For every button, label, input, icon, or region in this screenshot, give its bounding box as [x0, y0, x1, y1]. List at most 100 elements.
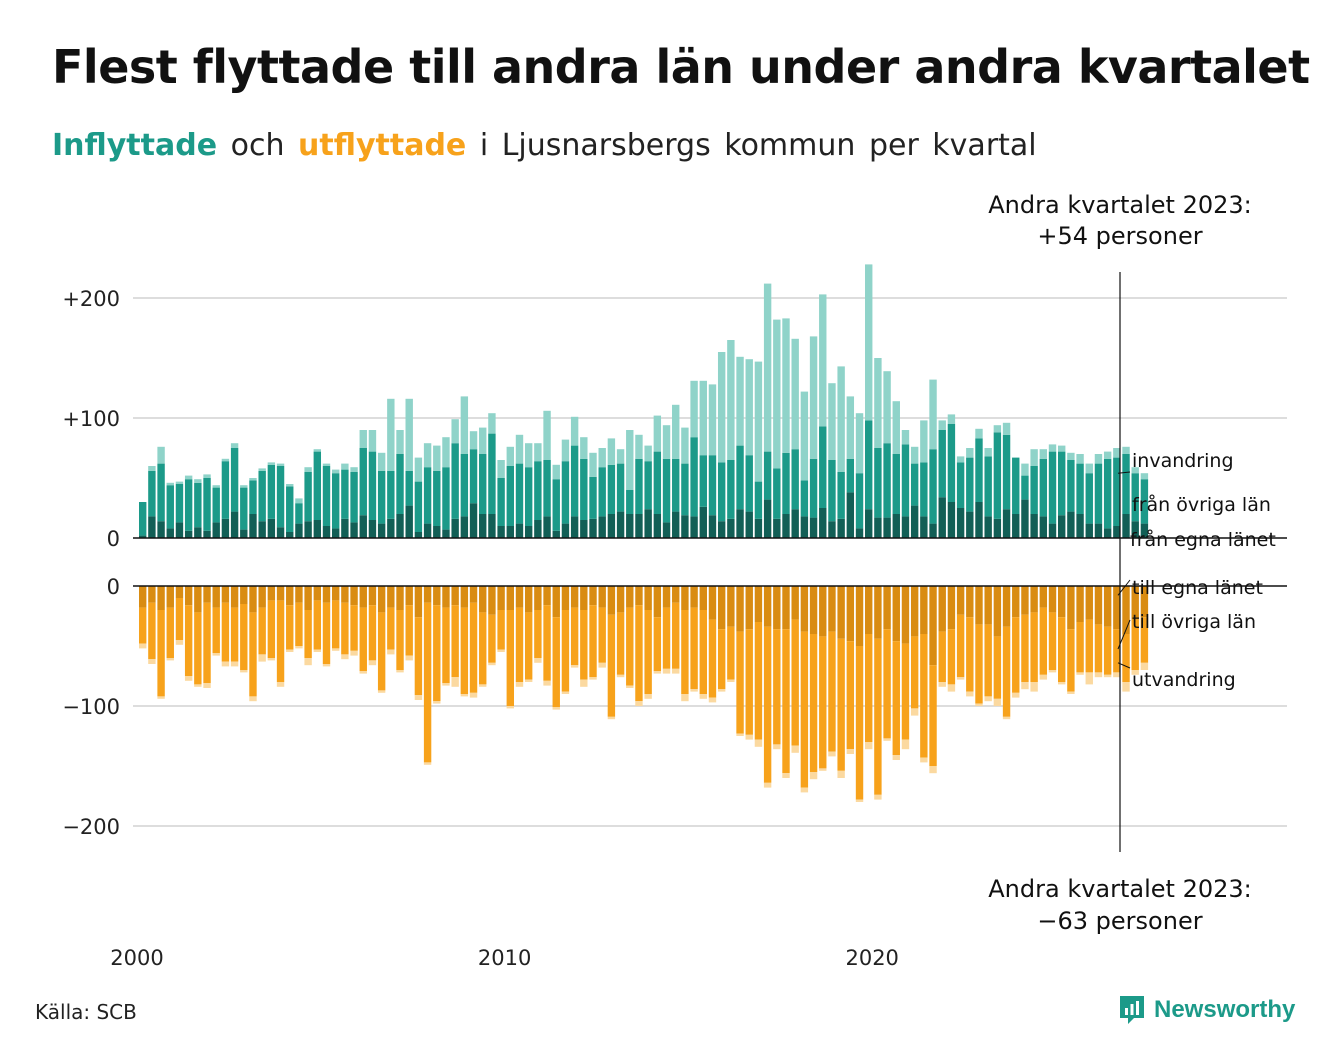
- bar-out-emigration: [286, 649, 294, 652]
- bar-out-other-counties: [727, 626, 735, 680]
- bar-in-immigration: [1067, 452, 1075, 460]
- bar-out-own-county: [837, 586, 845, 639]
- bar-out-own-county: [157, 586, 165, 610]
- bar-out-emigration: [910, 708, 919, 716]
- bar-in-own-county: [194, 527, 202, 538]
- bar-in-immigration: [708, 384, 717, 456]
- bar-out-own-county: [203, 586, 211, 603]
- bar-out-other-counties: [331, 600, 340, 649]
- bar-in-immigration: [295, 498, 303, 504]
- bar-in-immigration: [626, 430, 634, 490]
- bar-out-emigration: [295, 646, 303, 649]
- bar-out-own-county: [975, 586, 983, 625]
- bar-out-own-county: [773, 586, 781, 630]
- y-tick-label-top: +100: [62, 407, 120, 431]
- bar-out-other-counties: [883, 629, 891, 739]
- bar-out-emigration: [497, 649, 505, 652]
- bar-out-emigration: [966, 691, 974, 697]
- bar-out-own-county: [1094, 586, 1103, 625]
- bar-in-immigration: [396, 430, 404, 454]
- subtitle-rest: i Ljusnarsbergs kommun per kvartal: [479, 128, 1037, 163]
- bar-in-other-counties: [708, 455, 717, 516]
- bar-in-immigration: [653, 415, 662, 452]
- bar-out-own-county: [1140, 586, 1149, 618]
- brand-name: Newsworthy: [1154, 996, 1296, 1023]
- bar-in-other-counties: [175, 484, 184, 523]
- bar-in-other-counties: [552, 479, 560, 531]
- bar-in-other-counties: [267, 464, 276, 519]
- bar-in-own-county: [1067, 511, 1075, 538]
- bar-out-other-counties: [855, 646, 864, 800]
- bar-in-other-counties: [561, 461, 570, 524]
- bar-in-other-counties: [524, 467, 533, 526]
- bar-out-emigration: [616, 674, 625, 678]
- bar-in-immigration: [221, 458, 230, 462]
- bar-in-other-counties: [635, 458, 643, 514]
- bar-in-immigration: [920, 420, 928, 463]
- bar-out-emigration: [1094, 672, 1103, 678]
- bar-out-other-counties: [552, 617, 560, 708]
- bar-out-emigration: [350, 650, 358, 656]
- bar-out-own-county: [717, 586, 726, 630]
- bar-out-emigration: [387, 649, 395, 655]
- bar-out-emigration: [727, 679, 735, 682]
- bar-in-other-counties: [929, 449, 937, 524]
- bar-out-emigration: [359, 671, 367, 674]
- bar-in-own-county: [644, 509, 652, 538]
- bar-in-immigration: [607, 438, 616, 465]
- bar-out-emigration: [184, 676, 193, 681]
- bar-in-immigration: [561, 439, 570, 462]
- bar-out-own-county: [1131, 586, 1139, 620]
- bar-in-immigration: [644, 445, 652, 462]
- source-note: Källa: SCB: [35, 1000, 137, 1024]
- bar-in-own-county: [286, 532, 294, 538]
- bar-in-immigration: [1039, 449, 1048, 459]
- bar-out-other-counties: [966, 617, 974, 692]
- bar-out-other-counties: [524, 612, 533, 680]
- bar-in-other-counties: [203, 478, 211, 531]
- newsworthy-logo-icon: [1120, 996, 1144, 1024]
- bar-out-emigration: [331, 648, 340, 651]
- bar-out-other-counties: [901, 643, 910, 740]
- bar-in-other-counties: [901, 444, 910, 517]
- bar-in-immigration: [616, 449, 625, 464]
- bar-in-other-counties: [414, 481, 423, 532]
- y-tick-label-top: +200: [62, 287, 120, 311]
- bar-out-other-counties: [800, 631, 809, 788]
- bar-in-other-counties: [819, 426, 827, 508]
- bar-in-immigration: [433, 445, 441, 471]
- bar-out-other-counties: [148, 602, 156, 660]
- bar-out-emigration: [782, 773, 790, 778]
- bar-in-immigration: [442, 437, 450, 468]
- bar-in-other-counties: [157, 463, 165, 522]
- bar-in-immigration: [819, 294, 827, 427]
- bar-out-own-county: [763, 586, 772, 627]
- bar-in-immigration: [1094, 454, 1103, 464]
- bar-out-emigration: [1002, 716, 1011, 720]
- bar-in-immigration: [258, 468, 266, 471]
- bar-out-own-county: [230, 586, 239, 608]
- bar-out-other-counties: [773, 629, 781, 745]
- bar-in-other-counties: [883, 443, 891, 518]
- bar-in-own-county: [1076, 514, 1084, 538]
- bar-in-immigration: [377, 452, 386, 471]
- bar-in-other-counties: [754, 481, 763, 519]
- bar-out-own-county: [423, 586, 432, 603]
- bar-in-immigration: [938, 420, 946, 430]
- bar-in-other-counties: [479, 454, 487, 514]
- bar-out-own-county: [589, 586, 597, 606]
- bar-out-other-counties: [837, 638, 845, 771]
- bar-out-own-county: [947, 586, 956, 630]
- bar-out-other-counties: [662, 607, 671, 669]
- bar-in-other-counties: [589, 476, 597, 519]
- bar-out-own-county: [607, 586, 616, 615]
- bar-in-immigration: [690, 380, 698, 438]
- bar-in-immigration: [672, 404, 680, 459]
- bar-in-immigration: [166, 482, 174, 486]
- bar-out-own-county: [433, 586, 441, 606]
- bar-out-own-county: [377, 586, 386, 613]
- bar-out-own-county: [828, 586, 836, 632]
- bar-in-own-county: [350, 522, 358, 538]
- bar-out-emigration: [1021, 682, 1029, 690]
- bar-out-own-county: [442, 586, 450, 608]
